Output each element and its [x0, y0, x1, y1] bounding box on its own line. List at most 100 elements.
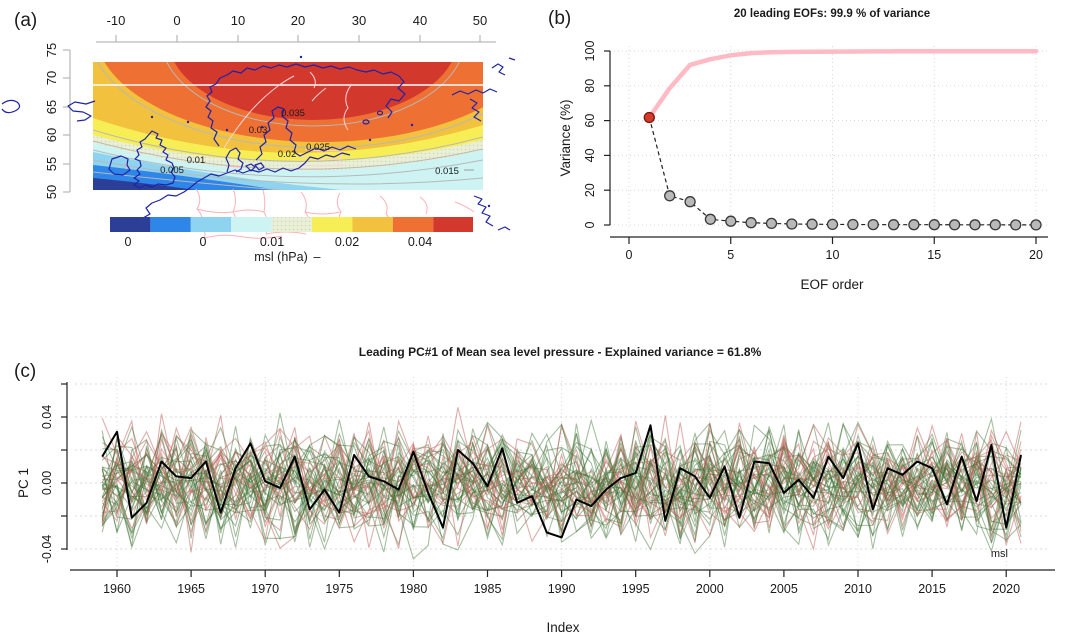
b-x-tick-label: 0: [626, 248, 633, 262]
contour-label: 0.03: [249, 125, 268, 136]
c-x-tick-label: 2000: [696, 582, 724, 596]
colorbar: 0 0 0.01 0.02 0.04 msl (hPa) –: [110, 217, 473, 264]
b-y-tick-label: 60: [583, 114, 597, 128]
coastline-black-sea-2: [497, 226, 511, 231]
c-x-tick-label: 1985: [474, 582, 502, 596]
coastline-scania: [254, 162, 265, 171]
coastline-norway: [205, 63, 406, 147]
c-x-tick-label: 2020: [992, 582, 1020, 596]
ensemble-member-green: [101, 428, 1022, 551]
coastline-zealand: [245, 163, 256, 172]
eof-marker: [928, 219, 940, 231]
colorbar-segment: [392, 217, 434, 232]
colorbar-segment: [312, 217, 353, 232]
panel-b-ylabel: Variance (%): [558, 99, 573, 176]
eof-marker: [826, 218, 839, 231]
b-x-tick-label: 15: [927, 248, 941, 262]
coastlines: [1, 57, 516, 231]
panel-c-plot-area: 0.04 0.00 -0.04 1960 1965 1970 1975 1980 1985 199…: [40, 377, 1055, 596]
eof-marker: [948, 219, 961, 231]
c-x-tick-label: 2005: [770, 582, 798, 596]
coastline-white-sea-east: [469, 98, 482, 122]
cumulative-variance-line: [647, 48, 1039, 120]
colorbar-segment: [190, 217, 232, 232]
ensemble-member-green: [101, 426, 1022, 553]
colorbar-segment: [271, 217, 312, 232]
c-x-tick-label: 1975: [325, 582, 353, 596]
c-y-tick-label: 0.00: [40, 471, 54, 495]
panel-c-title: Leading PC#1 of Mean sea level pressure …: [359, 345, 762, 359]
eof-marker: [745, 217, 757, 229]
panel-a-eof-map: (a) -10 0 10 20 30 40 50 75 70 65 60 55 …: [1, 10, 516, 264]
c-x-tick-label: 1980: [399, 582, 427, 596]
ensemble-member-red: [101, 418, 1022, 530]
c-x-tick-label: 1965: [177, 582, 205, 596]
c-x-tick-label: 1990: [548, 582, 576, 596]
colorbar-tick-label: 0.02: [335, 235, 359, 249]
b-x-tick-label: 20: [1029, 248, 1043, 262]
panel-b-plot-area: 0 20 40 60 80 100 0 5 10 15 20: [583, 41, 1050, 262]
coastline-ireland: [108, 155, 131, 176]
coastline-kanin: [451, 88, 498, 96]
b-y-tick-label: 0: [583, 221, 597, 228]
lon-tick-label: 20: [291, 13, 305, 28]
eof-marker: [1010, 219, 1022, 231]
panel-c-xlabel: Index: [546, 620, 579, 635]
ensemble-member-red: [102, 423, 1022, 544]
map-band-dark-blue: [93, 178, 196, 190]
eof-marker: [684, 196, 696, 208]
map-lat-tick-labels: 75 70 65 60 55 50: [44, 43, 59, 199]
eof-marker: [765, 217, 778, 230]
coastline-baltic: [255, 106, 357, 161]
lon-tick-label: 30: [352, 13, 366, 28]
ensemble-member-green: [101, 422, 1022, 530]
ensemble-member-red: [101, 415, 1022, 545]
b-y-tick-label: 20: [583, 183, 597, 197]
contour-label: 0.025: [306, 142, 330, 153]
colorbar-caption: msl (hPa): [254, 250, 307, 264]
ensemble-member-green: [101, 436, 1022, 543]
eof-pattern-fill: [93, 62, 483, 190]
contour-label: 0.01: [187, 155, 206, 166]
lat-tick-label: 70: [44, 71, 59, 85]
ensemble-member-green: [102, 426, 1022, 547]
coastline-baltic-south: [140, 152, 351, 230]
variable-annotation: msl: [991, 548, 1008, 560]
ensemble-member-red: [101, 427, 1022, 535]
eof-marker: [887, 219, 900, 231]
colorbar-segment: [231, 217, 272, 232]
c-y-tick-label: -0.04: [40, 535, 54, 564]
c-x-tick-label: 1995: [622, 582, 650, 596]
b-gridlines: [610, 46, 1050, 230]
eof-marker: [725, 215, 737, 227]
colorbar-tick-label: 0: [200, 235, 207, 249]
colorbar-tick-label: 0.01: [260, 235, 284, 249]
eof-marker: [786, 218, 798, 230]
ensemble-member-green: [101, 424, 1022, 545]
panel-b-title: 20 leading EOFs: 99.9 % of variance: [734, 8, 930, 20]
eof-marker: [867, 218, 879, 231]
contour-label: 0.035: [281, 108, 305, 119]
contour-label: 0.02: [278, 149, 297, 160]
eof-marker: [664, 190, 676, 202]
c-series: [101, 407, 1022, 560]
map-band-red: [174, 62, 452, 120]
ensemble-member-green: [101, 423, 1022, 538]
ensemble-member-red: [101, 430, 1022, 536]
c-x-tick-label: 2015: [918, 582, 946, 596]
c-x-tick-label: 2010: [844, 582, 872, 596]
map-lon-tick-labels: -10 0 10 20 30 40 50: [107, 13, 488, 28]
ensemble-member-green: [101, 422, 1022, 547]
eof-marker: [847, 218, 859, 231]
c-tick-labels: 0.04 0.00 -0.04 1960 1965 1970 1975 1980 1985 199…: [40, 405, 1020, 596]
ensemble-member-red: [101, 431, 1022, 548]
eof-variance-line: [648, 117, 1036, 226]
contour-label: 0.015: [435, 166, 459, 177]
panel-b-label: (b): [548, 8, 571, 29]
c-axes: [61, 382, 1055, 577]
contour-lines: [93, 62, 483, 190]
colorbar-segment: [110, 217, 151, 232]
lat-tick-label: 75: [44, 43, 59, 57]
ensemble-member-green: [102, 426, 1022, 534]
b-y-tick-label: 40: [583, 148, 597, 162]
